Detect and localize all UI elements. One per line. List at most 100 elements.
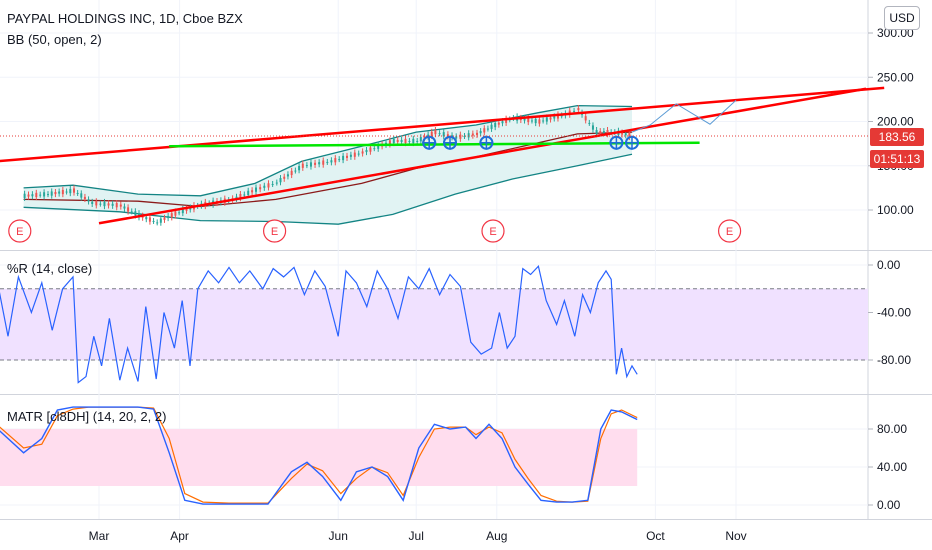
candle-body: [505, 118, 508, 123]
candle-body: [156, 222, 159, 224]
candle-body: [43, 192, 46, 197]
candle-body: [27, 194, 30, 197]
candle-body: [434, 129, 437, 135]
bb-basis-line: [23, 131, 633, 208]
candle-body: [530, 120, 533, 122]
candle-body: [163, 217, 166, 220]
symbol-title[interactable]: PAYPAL HOLDINGS INC, 1D, Cboe BZX: [7, 11, 243, 26]
drawings[interactable]: [0, 86, 885, 225]
candle-body: [584, 116, 587, 121]
candle-body: [290, 170, 293, 176]
candle-body: [346, 155, 348, 158]
candle-body: [107, 203, 110, 206]
candle-body: [357, 153, 360, 155]
candle-body: [599, 131, 602, 134]
candle-body: [148, 217, 151, 222]
y-tick-label: 0.00: [877, 258, 901, 272]
candle-body: [123, 206, 126, 209]
candle-body: [483, 128, 486, 133]
candle-body: [58, 191, 61, 194]
bb-indicator-label[interactable]: BB (50, open, 2): [7, 32, 102, 47]
candle-body: [338, 159, 341, 161]
y-tick-label: 40.00: [877, 460, 907, 474]
indicator-bands: [0, 288, 868, 486]
candle-body: [301, 163, 304, 168]
candle-body: [497, 122, 500, 125]
x-tick-label: Jul: [409, 529, 424, 543]
williams-r-line: [0, 264, 638, 384]
candle-body: [396, 139, 399, 143]
candle-body: [334, 158, 337, 163]
candle-body: [61, 189, 64, 195]
candle-body: [326, 161, 329, 163]
candle-body: [318, 162, 321, 165]
candle-body: [624, 133, 627, 136]
candle-body: [298, 166, 301, 171]
x-tick-label: Mar: [89, 529, 110, 543]
candle-body: [267, 183, 270, 188]
candle-body: [115, 203, 118, 208]
matr-fast-line: [0, 406, 638, 505]
candle-body: [400, 139, 403, 143]
candle-body: [595, 129, 598, 135]
candle-body: [251, 190, 254, 193]
candle-body: [31, 194, 34, 197]
candle-body: [330, 160, 333, 163]
candle-body: [235, 196, 238, 199]
x-tick-label: Apr: [170, 529, 189, 543]
earnings-marker-label: E: [16, 226, 23, 238]
upper-trendline: [0, 86, 885, 163]
candle-body: [255, 187, 257, 192]
candle-body: [412, 138, 415, 144]
candle-body: [430, 131, 433, 137]
projection-path: [631, 99, 737, 133]
candle-body: [35, 192, 38, 198]
candle-body: [314, 162, 317, 165]
candle-body: [271, 183, 274, 185]
candle-body: [560, 115, 563, 117]
candle-body: [83, 196, 86, 200]
candle-body: [275, 182, 278, 184]
candle-body: [87, 199, 90, 202]
y-axis[interactable]: 300.00250.00200.00150.00100.000.00-40.00…: [868, 26, 914, 512]
candle-body: [185, 208, 188, 211]
candle-body: [243, 194, 246, 196]
candle-body: [181, 208, 184, 214]
williams-r-label[interactable]: %R (14, close): [7, 261, 92, 276]
currency-button[interactable]: USD: [884, 6, 920, 30]
candle-body: [361, 151, 364, 154]
candle-body: [99, 203, 102, 205]
candle-body: [408, 140, 411, 142]
candle-body: [111, 203, 114, 206]
candle-body: [283, 176, 286, 179]
series-lines: [0, 104, 638, 505]
candle-body: [130, 211, 133, 213]
candle-body: [591, 125, 594, 130]
candle-body: [69, 188, 72, 194]
x-tick-label: Nov: [725, 529, 746, 543]
candle-body: [247, 190, 250, 196]
matr-band: [0, 429, 638, 486]
candle-body: [152, 220, 155, 222]
candle-body: [577, 108, 580, 111]
candle-body: [279, 178, 282, 183]
candle-body: [305, 165, 308, 167]
candle-body: [167, 216, 170, 219]
matr-label[interactable]: MATR [cl8DH] (14, 20, 2, 2): [7, 409, 166, 424]
candle-body: [419, 137, 422, 142]
candle-body: [322, 160, 325, 165]
bb-lower-line: [23, 153, 633, 225]
candle-body: [309, 162, 312, 167]
x-axis[interactable]: Mar Apr Jun Jul Aug Oct Nov: [89, 529, 747, 543]
candle-body: [342, 155, 345, 161]
y-tick-label: -80.00: [877, 353, 911, 367]
candle-body: [91, 201, 94, 204]
candle-body: [388, 140, 391, 145]
williams-band: [0, 288, 868, 360]
candle-body: [606, 129, 609, 135]
candle-body: [50, 191, 53, 196]
y-tick-label: 100.00: [877, 203, 914, 217]
candle-body: [369, 147, 372, 152]
